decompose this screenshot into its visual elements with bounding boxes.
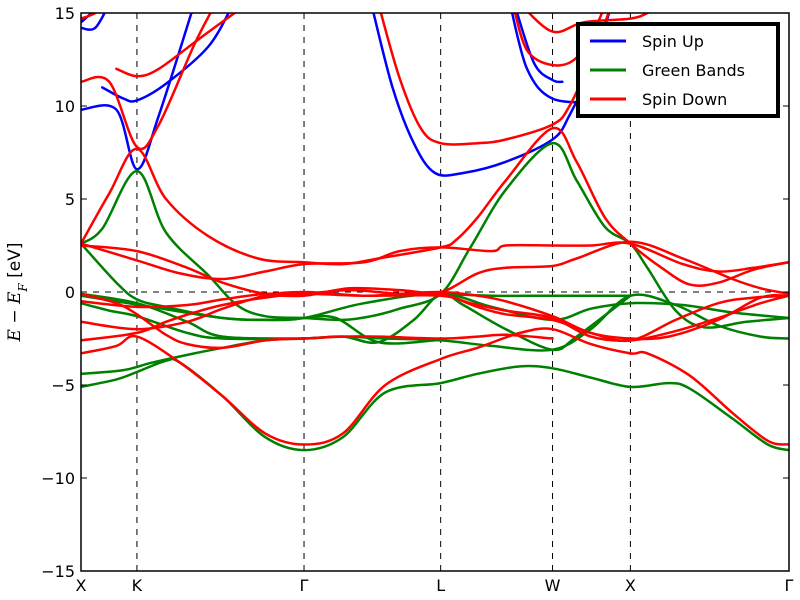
band-line	[100, 13, 230, 103]
band-line	[81, 13, 106, 31]
band-line	[81, 141, 789, 329]
band-line	[81, 292, 789, 342]
band-line	[372, 13, 611, 177]
band-line	[81, 292, 554, 350]
band-line	[81, 13, 98, 20]
band-line	[81, 13, 212, 151]
y-tick-label: −10	[41, 469, 75, 488]
band-line	[527, 13, 651, 34]
y-tick-label: 15	[55, 4, 75, 23]
band-line	[81, 357, 789, 452]
band-line	[81, 241, 789, 281]
x-tick-label: L	[436, 576, 445, 595]
legend-label: Spin Down	[642, 90, 727, 109]
legend: Spin Up Green Bands Spin Down	[576, 22, 780, 118]
band-line	[81, 240, 789, 298]
y-tick-label: 10	[55, 97, 75, 116]
x-tick-label: X	[76, 576, 87, 595]
x-tick-label: W	[545, 576, 561, 595]
x-tick-label: K	[132, 576, 143, 595]
band-line	[81, 327, 789, 446]
band-line	[81, 13, 94, 24]
y-tick-label: −15	[41, 562, 75, 581]
y-tick-label: −5	[51, 376, 75, 395]
series-spin-down	[81, 13, 789, 446]
band-line	[81, 242, 789, 322]
band-line	[81, 290, 789, 341]
legend-label: Green Bands	[642, 61, 745, 80]
y-tick-label: 0	[65, 283, 75, 302]
band-line	[81, 293, 789, 376]
bands-layer	[81, 13, 789, 452]
band-line	[515, 13, 564, 84]
y-axis-ticks: −15 −10 −5 0 5 10 15	[41, 4, 789, 581]
band-line	[81, 126, 789, 287]
x-tick-label: Γ	[785, 576, 794, 595]
band-line	[115, 13, 237, 78]
y-tick-label: 5	[65, 190, 75, 209]
series-spin-up	[81, 13, 611, 177]
band-line	[510, 13, 600, 104]
band-line	[81, 13, 193, 171]
x-tick-label: X	[625, 576, 636, 595]
y-axis-label: E − EF [eV]	[5, 243, 30, 343]
x-tick-label: Γ	[300, 576, 309, 595]
legend-label: Spin Up	[642, 32, 704, 51]
